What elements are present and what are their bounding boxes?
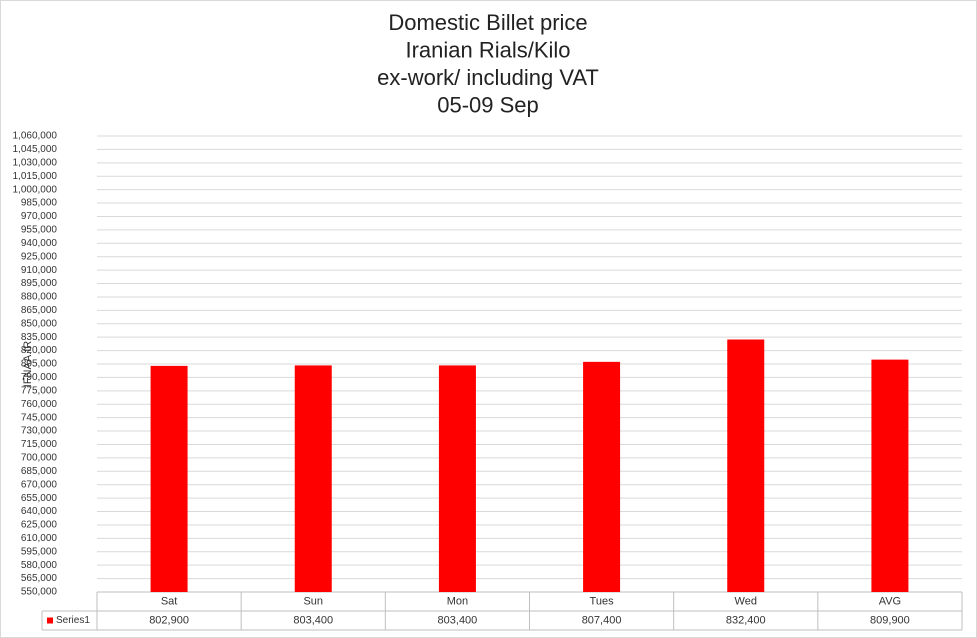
- bar: [294, 365, 332, 592]
- y-tick-label: 1,030,000: [13, 157, 58, 168]
- value-label: 803,400: [293, 614, 333, 626]
- chart-title: ex-work/ including VAT: [377, 65, 599, 90]
- y-tick-label: 895,000: [21, 278, 58, 289]
- y-tick-label: 655,000: [21, 493, 58, 504]
- y-tick-label: 970,000: [21, 211, 58, 222]
- bar: [727, 339, 765, 592]
- x-tick-label: AVG: [879, 595, 901, 607]
- y-tick-label: 1,060,000: [13, 131, 58, 142]
- y-tick-label: 955,000: [21, 225, 58, 236]
- y-tick-label: 985,000: [21, 198, 58, 209]
- bar: [150, 365, 188, 592]
- y-tick-label: 910,000: [21, 265, 58, 276]
- x-tick-label: Wed: [735, 595, 757, 607]
- y-tick-label: 670,000: [21, 479, 58, 490]
- x-tick-label: Tues: [590, 595, 615, 607]
- y-tick-label: 1,000,000: [13, 184, 58, 195]
- y-tick-label: 865,000: [21, 305, 58, 316]
- y-tick-label: 625,000: [21, 520, 58, 531]
- value-label: 809,900: [870, 614, 910, 626]
- y-tick-label: 940,000: [21, 238, 58, 249]
- y-tick-label: 685,000: [21, 466, 58, 477]
- bar: [438, 365, 476, 592]
- y-tick-label: 595,000: [21, 546, 58, 557]
- value-label: 807,400: [582, 614, 622, 626]
- x-tick-label: Mon: [447, 595, 468, 607]
- y-tick-label: 700,000: [21, 453, 58, 464]
- bar: [871, 359, 909, 592]
- legend-swatch: [47, 617, 53, 624]
- y-tick-label: 880,000: [21, 292, 58, 303]
- y-tick-label: 790,000: [21, 372, 58, 383]
- y-axis-label: IFNAA.IR: [22, 341, 34, 388]
- y-tick-label: 820,000: [21, 345, 58, 356]
- y-tick-label: 1,015,000: [13, 171, 58, 182]
- y-tick-label: 850,000: [21, 318, 58, 329]
- y-tick-label: 565,000: [21, 573, 58, 584]
- y-tick-label: 640,000: [21, 506, 58, 517]
- value-label: 832,400: [726, 614, 766, 626]
- x-tick-label: Sat: [161, 595, 178, 607]
- value-label: 802,900: [149, 614, 189, 626]
- y-tick-label: 610,000: [21, 533, 58, 544]
- y-tick-label: 805,000: [21, 359, 58, 370]
- y-tick-label: 760,000: [21, 399, 58, 410]
- y-tick-label: 730,000: [21, 426, 58, 437]
- y-tick-label: 775,000: [21, 385, 58, 396]
- y-tick-label: 925,000: [21, 251, 58, 262]
- chart-title: 05-09 Sep: [437, 92, 539, 117]
- chart-title: Iranian Rials/Kilo: [405, 37, 570, 62]
- y-tick-label: 1,045,000: [13, 144, 58, 155]
- y-tick-label: 715,000: [21, 439, 58, 450]
- x-tick-label: Sun: [303, 595, 323, 607]
- y-tick-label: 835,000: [21, 332, 58, 343]
- y-tick-label: 580,000: [21, 560, 58, 571]
- chart-title: Domestic Billet price: [388, 10, 587, 35]
- value-label: 803,400: [438, 614, 478, 626]
- bar: [583, 361, 621, 592]
- y-tick-label: 745,000: [21, 412, 58, 423]
- legend-label: Series1: [56, 615, 90, 626]
- y-tick-label: 550,000: [21, 587, 58, 598]
